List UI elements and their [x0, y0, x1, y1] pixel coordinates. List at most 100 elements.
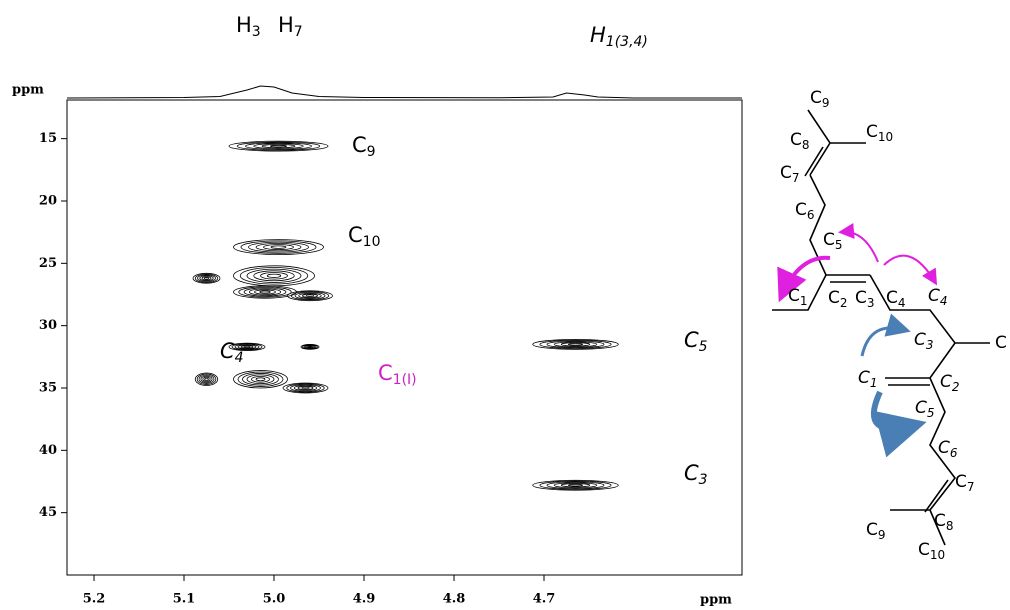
contour-peak [228, 140, 329, 152]
y-tick-label: 15 [39, 131, 57, 146]
contour-ring [248, 288, 282, 296]
contour-ring [287, 290, 333, 302]
contour-ring [553, 341, 598, 348]
annotation: C1(I) [378, 361, 417, 388]
label-sub: 8 [946, 519, 954, 533]
label-sub: 2 [840, 296, 848, 310]
label-base: C [866, 520, 878, 540]
contour-ring [539, 480, 612, 490]
label-sub: 9 [822, 96, 830, 110]
contour-ring [203, 277, 210, 280]
contour-ring [251, 375, 270, 383]
label-sub: 4 [898, 296, 906, 310]
structure-label: C8 [934, 511, 954, 533]
label-base: C [928, 286, 940, 306]
structure-label: C7 [780, 163, 800, 185]
y-axis-label: ppm [12, 83, 44, 98]
structure-label: C7 [955, 472, 975, 494]
contour-ring [253, 143, 304, 150]
contour-ring [253, 270, 295, 282]
contour-ring [254, 289, 276, 295]
projection-trace [66, 85, 742, 99]
label-sub: 1 [800, 294, 808, 308]
contour-ring [532, 338, 619, 350]
contour-peak [233, 265, 315, 287]
contour-ring [302, 344, 318, 350]
y-tick-label: 35 [39, 380, 57, 395]
structure-label: C4 [886, 288, 906, 310]
contour-ring [306, 345, 314, 349]
contour-ring [290, 291, 330, 301]
contour-ring [294, 292, 326, 300]
label-sub: 8 [802, 138, 810, 152]
contour-ring [192, 272, 221, 284]
structure-label: C10 [866, 122, 893, 144]
contour-ring [259, 290, 271, 294]
contour-peak [532, 479, 619, 491]
x-tick-label: 4.9 [353, 592, 376, 607]
contour-ring [567, 343, 584, 346]
contour-ring [243, 287, 287, 297]
label-base: C [866, 122, 878, 142]
structure-label: C6 [938, 438, 958, 460]
x-tick-label: 5.2 [83, 592, 106, 607]
contour-peak [282, 382, 329, 394]
contour-ring [282, 382, 329, 394]
contour-ring [233, 239, 324, 255]
structure-label: C9 [866, 520, 886, 542]
y-tick-label: 30 [39, 318, 57, 333]
contour-ring [246, 374, 275, 385]
label-sub: 6 [950, 446, 958, 460]
structure-label: C5 [915, 398, 935, 420]
contour-ring [243, 345, 251, 348]
contour-peak [228, 342, 266, 351]
contour-ring [201, 276, 212, 281]
structure-label: C4 [928, 286, 948, 308]
label-base: C [886, 288, 898, 308]
contour-ring [260, 272, 288, 280]
contour-peak [300, 343, 320, 350]
contour-ring [255, 377, 266, 382]
contour-peak [192, 272, 221, 284]
contour-peak [233, 239, 324, 255]
label-base: C [955, 472, 967, 492]
contour-ring [197, 274, 216, 283]
contour-ring [305, 294, 315, 297]
x-tick-label: 4.8 [443, 592, 466, 607]
contour-ring [302, 293, 318, 298]
label-base: C [858, 368, 870, 388]
label-base: C [918, 540, 930, 560]
contour-ring [228, 342, 266, 351]
structure-label: C1 [858, 368, 878, 390]
label-sub: 10 [878, 130, 893, 144]
contour-ring [269, 144, 288, 148]
label-base: C [934, 511, 946, 531]
contour-ring [199, 275, 214, 282]
contour-ring [240, 345, 254, 349]
y-tick-label: 25 [39, 256, 57, 271]
label-base: C [995, 333, 1007, 353]
contour-ring [237, 371, 284, 387]
contour-ring [560, 483, 591, 488]
contour-ring [228, 140, 329, 152]
contour-ring [246, 268, 302, 283]
structure-label: C6 [795, 200, 815, 222]
structure-label: C10 [918, 540, 945, 562]
label-base: C [780, 163, 792, 183]
contour-ring [237, 344, 257, 350]
label-base: C [810, 88, 822, 108]
label-base: C [940, 372, 952, 392]
contour-ring [308, 346, 312, 348]
contour-ring [233, 370, 288, 389]
annotation: C10 [348, 223, 381, 250]
contour-ring [300, 343, 320, 350]
contour-ring [194, 273, 219, 283]
contour-ring [297, 385, 314, 391]
contour-ring [539, 339, 612, 349]
annotation: H7 [278, 13, 303, 40]
contour-ring [231, 343, 263, 351]
label-sub: 1 [870, 376, 878, 390]
contour-ring [242, 373, 279, 386]
contour-ring [293, 385, 318, 391]
contour-peak [233, 370, 288, 389]
